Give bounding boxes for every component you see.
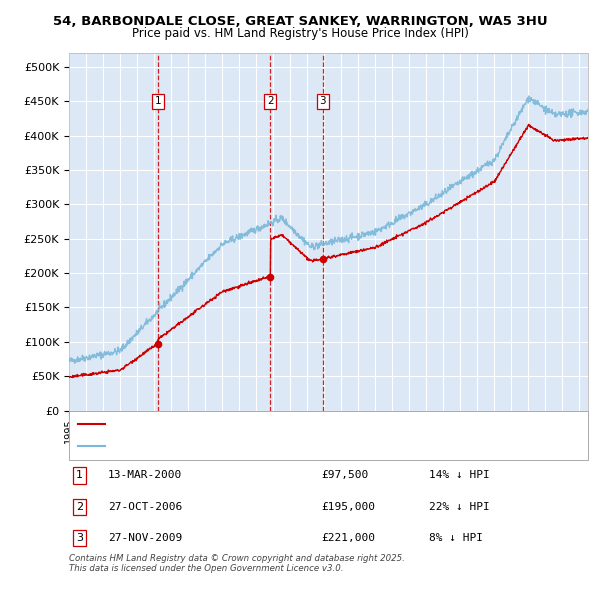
Text: 1: 1 (154, 96, 161, 106)
Text: 27-NOV-2009: 27-NOV-2009 (108, 533, 182, 543)
Text: Contains HM Land Registry data © Crown copyright and database right 2025.
This d: Contains HM Land Registry data © Crown c… (69, 553, 405, 573)
Text: £97,500: £97,500 (321, 470, 368, 480)
Text: 1: 1 (76, 470, 83, 480)
Text: 13-MAR-2000: 13-MAR-2000 (108, 470, 182, 480)
Text: HPI: Average price, detached house, Warrington: HPI: Average price, detached house, Warr… (110, 441, 361, 451)
Text: 54, BARBONDALE CLOSE, GREAT SANKEY, WARRINGTON, WA5 3HU (detached house): 54, BARBONDALE CLOSE, GREAT SANKEY, WARR… (110, 419, 553, 430)
Text: 2: 2 (267, 96, 274, 106)
Text: 54, BARBONDALE CLOSE, GREAT SANKEY, WARRINGTON, WA5 3HU: 54, BARBONDALE CLOSE, GREAT SANKEY, WARR… (53, 15, 547, 28)
Text: £221,000: £221,000 (321, 533, 375, 543)
Text: 27-OCT-2006: 27-OCT-2006 (108, 502, 182, 512)
Text: 8% ↓ HPI: 8% ↓ HPI (429, 533, 483, 543)
Text: £195,000: £195,000 (321, 502, 375, 512)
Text: 3: 3 (319, 96, 326, 106)
Text: Price paid vs. HM Land Registry's House Price Index (HPI): Price paid vs. HM Land Registry's House … (131, 27, 469, 40)
Text: 14% ↓ HPI: 14% ↓ HPI (429, 470, 490, 480)
Text: 22% ↓ HPI: 22% ↓ HPI (429, 502, 490, 512)
Text: 3: 3 (76, 533, 83, 543)
Text: 2: 2 (76, 502, 83, 512)
